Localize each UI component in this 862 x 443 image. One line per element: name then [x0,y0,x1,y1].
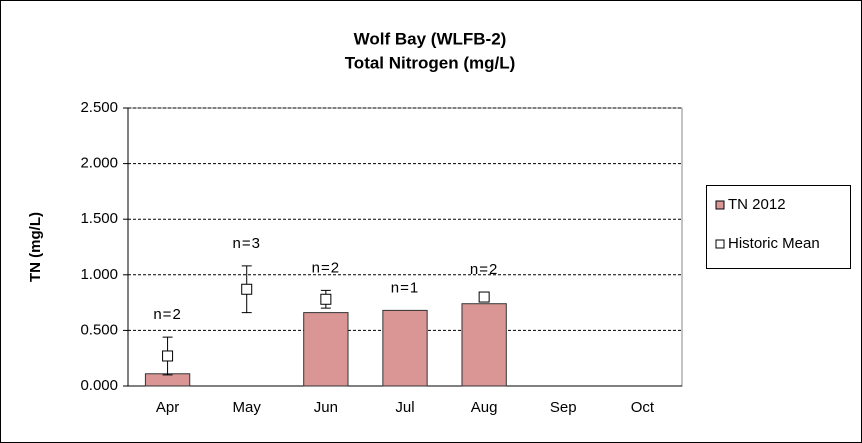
mean-marker [478,291,490,303]
mean-marker [241,283,253,295]
bar [144,373,191,387]
y-tick-label: 0.000 [80,377,118,394]
y-tick-label: 0.500 [80,321,118,338]
legend-label: Historic Mean [728,235,820,252]
bar [303,312,349,387]
chart-title: Wolf Bay (WLFB-2) [354,29,507,48]
y-tick-label: 1.000 [80,266,118,283]
bar [461,303,507,387]
chart-title: Total Nitrogen (mg/L) [345,53,516,72]
x-tick-label: May [233,399,262,416]
mean-marker [320,293,332,305]
legend-swatch [715,200,725,210]
x-tick-label: Sep [550,399,577,416]
legend-label: TN 2012 [728,196,786,213]
legend-swatch [715,239,725,249]
y-tick-label: 1.500 [80,210,118,227]
x-tick-label: Oct [631,399,655,416]
bar [382,309,428,387]
y-tick-label: 2.500 [80,99,118,116]
sample-count: n=1 [391,279,419,296]
x-tick-label: Jun [314,399,338,416]
mean-marker [162,350,174,362]
y-tick-label: 2.000 [80,155,118,172]
sample-count: n=3 [232,235,260,252]
sample-count: n=2 [153,306,181,323]
sample-count: n=2 [312,259,340,276]
x-tick-label: Apr [156,399,179,416]
x-tick-label: Aug [471,399,498,416]
x-tick-label: Jul [395,399,414,416]
sample-count: n=2 [470,261,498,278]
legend [706,185,851,269]
y-axis-label: TN (mg/L) [27,212,44,282]
